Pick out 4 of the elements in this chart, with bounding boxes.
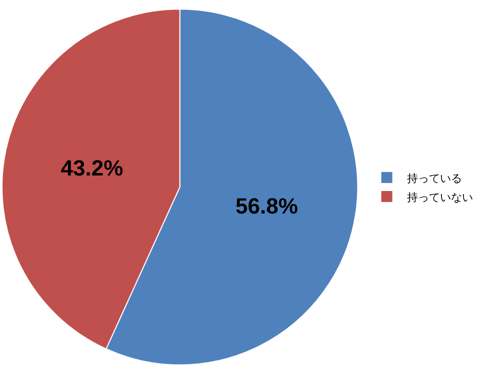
data-label: 43.2% — [60, 155, 124, 180]
data-label: 56.8% — [236, 193, 298, 218]
legend-label: 持っていない — [406, 190, 473, 204]
legend-label: 持っている — [406, 172, 462, 185]
